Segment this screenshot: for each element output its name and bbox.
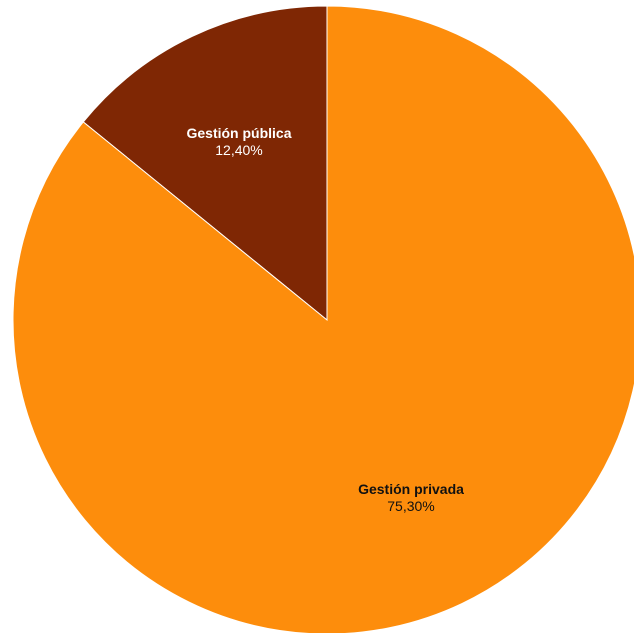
pie-slices — [12, 5, 634, 633]
pie-slice-gestion-privada — [12, 5, 634, 633]
slice-value-gestion-privada: 75,30% — [387, 498, 434, 514]
pie-slice-gestion-publica — [82, 5, 328, 322]
slice-label-gestion-publica: Gestión pública — [186, 125, 291, 141]
slice-value-gestion-publica: 12,40% — [215, 142, 262, 158]
slice-label-gestion-privada: Gestión privada — [358, 481, 464, 497]
